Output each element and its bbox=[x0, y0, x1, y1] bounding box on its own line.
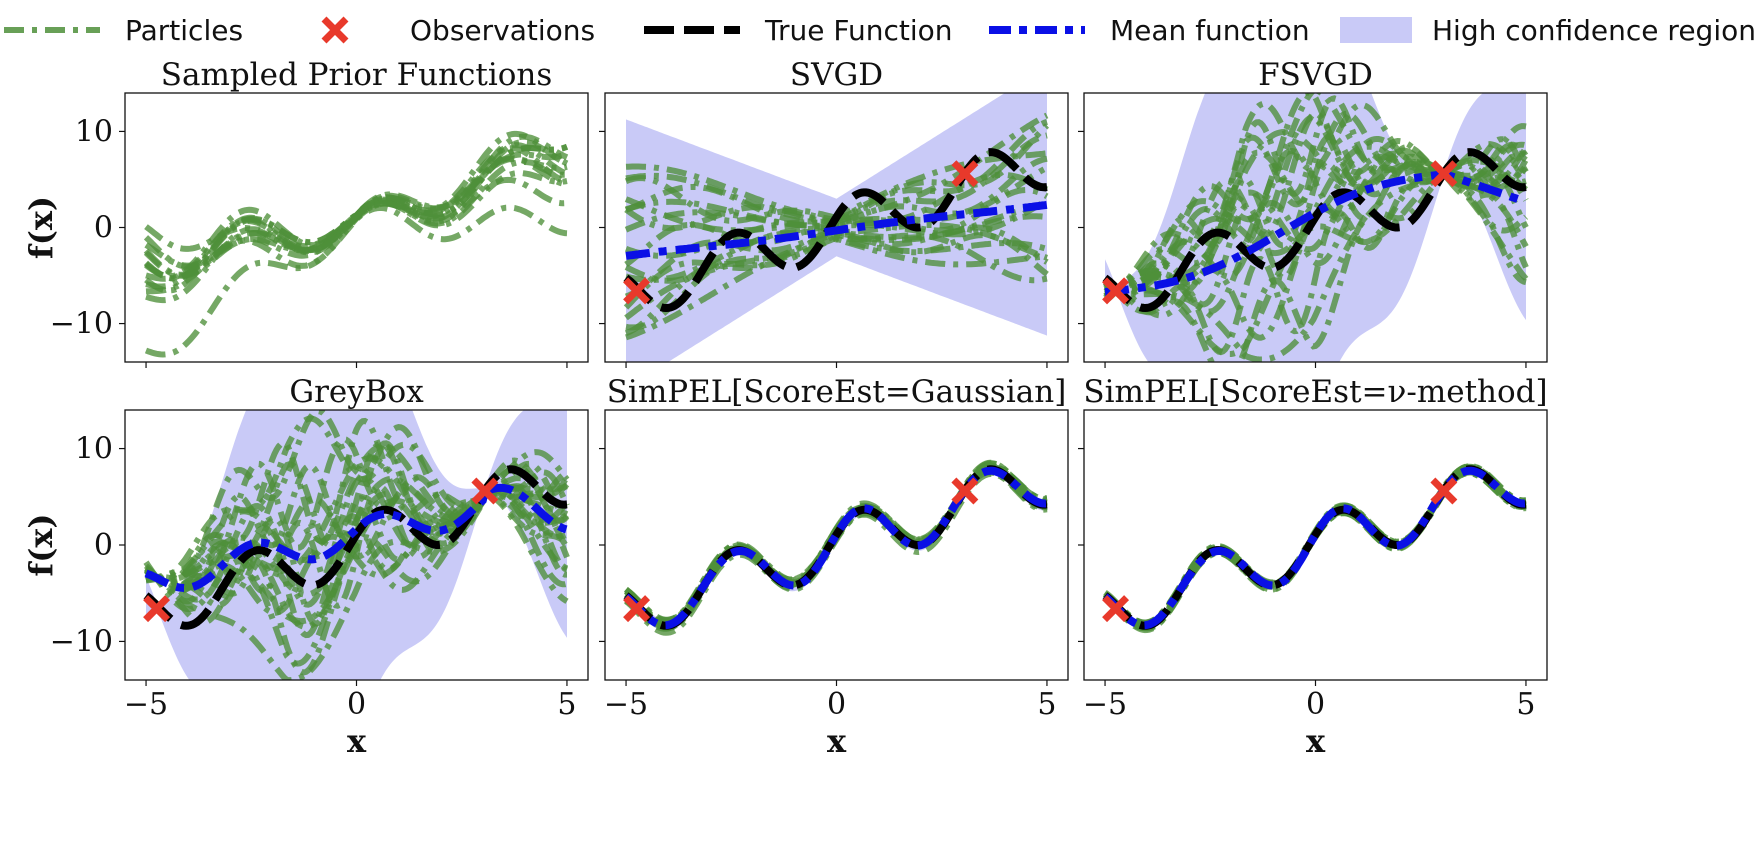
x-tick-label: 5 bbox=[1037, 687, 1056, 722]
particle-curve bbox=[144, 483, 570, 609]
particle-curve bbox=[1103, 164, 1529, 315]
y-tick-label: 10 bbox=[75, 432, 113, 467]
legend-label: High confidence region bbox=[1432, 14, 1756, 47]
legend-entry-particles: Particles bbox=[4, 14, 243, 47]
y-axis-label: f(x) bbox=[22, 196, 60, 259]
observation-marker bbox=[623, 595, 651, 623]
panel-title: GreyBox bbox=[289, 374, 424, 410]
x-tick-label: −5 bbox=[1083, 687, 1127, 722]
panel-title: SVGD bbox=[790, 57, 883, 93]
y-axis-label: f(x) bbox=[22, 513, 60, 576]
panel-3: −5 0 5 10 0 −10 GreyBox x f(x) bbox=[22, 374, 589, 760]
axes-frame bbox=[1083, 409, 1548, 681]
panel-1: SVGD bbox=[599, 57, 1069, 368]
observation-marker bbox=[143, 595, 171, 623]
y-tick-label: 0 bbox=[94, 528, 113, 563]
true-function-line bbox=[623, 148, 1048, 313]
x-tick-label: −5 bbox=[604, 687, 648, 722]
particle-curve bbox=[145, 159, 568, 282]
particle-curve bbox=[145, 176, 568, 295]
particle-curve bbox=[625, 172, 1048, 254]
y-tick-label: −10 bbox=[50, 624, 113, 659]
true-function-line bbox=[1102, 465, 1527, 630]
x-tick-label: 0 bbox=[1306, 687, 1325, 722]
observation-marker bbox=[951, 160, 979, 188]
observation-marker bbox=[951, 477, 979, 505]
x-tick-label: 0 bbox=[347, 687, 366, 722]
y-tick-label: −10 bbox=[50, 307, 113, 342]
particle-curve bbox=[624, 204, 1049, 265]
true-function-line bbox=[623, 465, 1048, 630]
mean-function-line bbox=[1102, 466, 1527, 630]
observation-marker bbox=[1102, 277, 1130, 305]
particle-curve bbox=[1103, 464, 1527, 626]
mean-function-line bbox=[1104, 169, 1528, 297]
observation-marker bbox=[471, 477, 499, 505]
particle-curve bbox=[1103, 113, 1529, 294]
legend-label: Observations bbox=[410, 14, 595, 47]
panel-title: FSVGD bbox=[1258, 57, 1373, 93]
x-tick-label: 5 bbox=[557, 687, 576, 722]
legend: Particles Observations True Function Mean f… bbox=[4, 14, 1756, 47]
panel-2: FSVGD bbox=[1078, 57, 1548, 368]
plot-area bbox=[143, 410, 570, 680]
mean-function-line bbox=[144, 483, 569, 592]
legend-entry-mean_function: Mean function bbox=[989, 14, 1310, 47]
plot-area bbox=[623, 459, 1048, 636]
plot-area bbox=[143, 130, 569, 358]
particle-curve bbox=[1104, 100, 1528, 294]
legend-entry-observations: Observations bbox=[321, 14, 595, 47]
particle-curve bbox=[145, 170, 568, 304]
legend-label: Particles bbox=[125, 14, 243, 47]
plot-area bbox=[1102, 93, 1529, 362]
x-axis-label: x bbox=[827, 722, 847, 760]
legend-entry-true_function: True Function bbox=[644, 14, 952, 47]
panel-5: −5 0 5 SimPEL[ScoreEst=ν-method] x bbox=[1078, 374, 1548, 760]
observation-marker bbox=[1430, 160, 1458, 188]
x-axis-label: x bbox=[1306, 722, 1326, 760]
particle-curve bbox=[144, 440, 569, 586]
particle-curve bbox=[1104, 170, 1529, 356]
particle-curve bbox=[623, 132, 1048, 310]
x-tick-label: 5 bbox=[1516, 687, 1535, 722]
x-tick-label: −5 bbox=[124, 687, 168, 722]
observation-marker bbox=[1102, 595, 1130, 623]
observation-marker bbox=[1430, 477, 1458, 505]
particle-curve bbox=[1103, 463, 1527, 626]
mean-function-line bbox=[623, 466, 1048, 630]
particle-curve bbox=[143, 410, 570, 582]
legend-entry-confidence: High confidence region bbox=[1340, 14, 1756, 47]
particle-curve bbox=[144, 204, 568, 358]
legend-label: Mean function bbox=[1110, 14, 1310, 47]
legend-observations-marker bbox=[321, 16, 349, 44]
mean-function-line bbox=[625, 200, 1048, 260]
x-tick-label: 0 bbox=[827, 687, 846, 722]
y-tick-label: 10 bbox=[75, 114, 113, 149]
panel-title: SimPEL[ScoreEst=Gaussian] bbox=[607, 374, 1067, 410]
particle-curve bbox=[1104, 93, 1527, 294]
panel-title: SimPEL[ScoreEst=ν-method] bbox=[1083, 374, 1547, 410]
legend-confidence-swatch bbox=[1340, 17, 1412, 43]
y-tick-label: 0 bbox=[94, 211, 113, 246]
panel-0: 10 0 −10 Sampled Prior Functions f(x) bbox=[22, 57, 589, 368]
x-axis-label: x bbox=[347, 722, 367, 760]
observation-marker bbox=[623, 277, 651, 305]
particle-curve bbox=[145, 474, 570, 591]
plot-area bbox=[623, 93, 1050, 362]
particle-curve bbox=[144, 436, 570, 581]
plot-area bbox=[1102, 463, 1527, 634]
panel-title: Sampled Prior Functions bbox=[161, 57, 553, 93]
panels: 10 0 −10 Sampled Prior Functions f(x) SVGD FSV… bbox=[22, 57, 1548, 760]
legend-label: True Function bbox=[764, 14, 952, 47]
panel-4: −5 0 5 SimPEL[ScoreEst=Gaussian] x bbox=[599, 374, 1069, 760]
